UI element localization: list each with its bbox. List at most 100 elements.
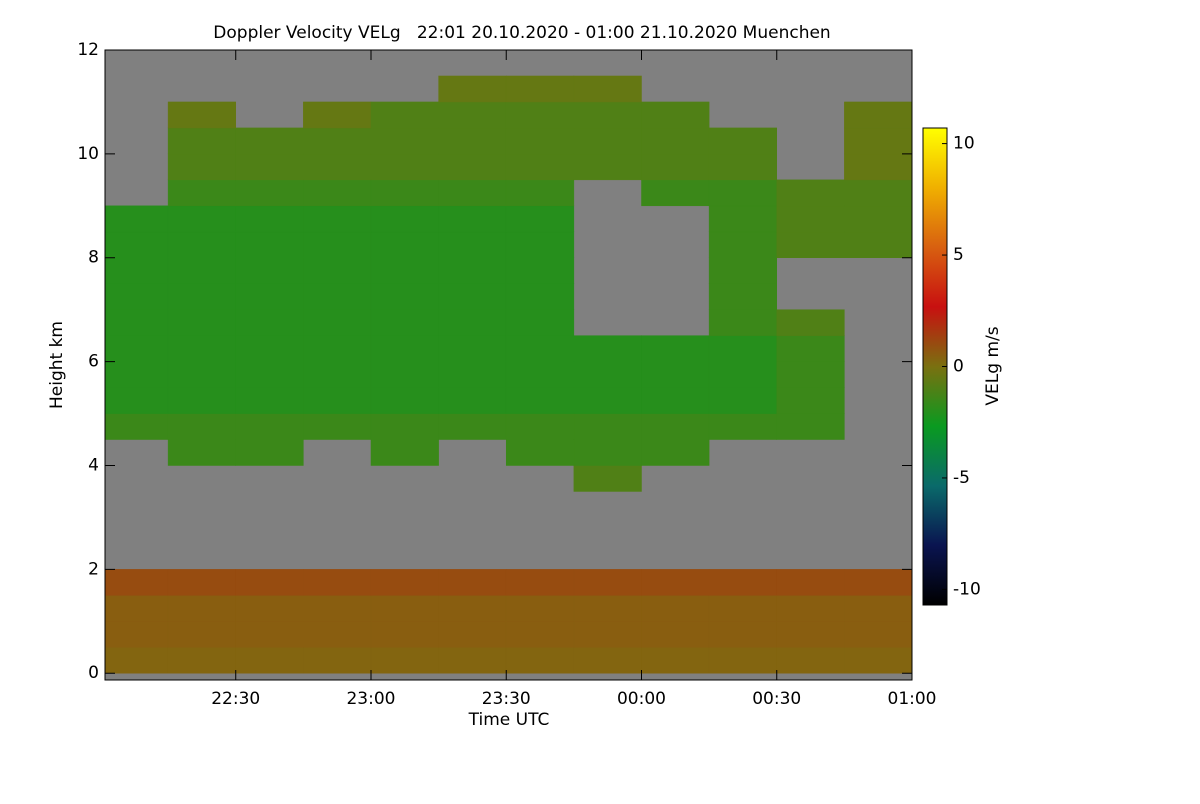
y-tick-label: 8 <box>88 248 99 268</box>
heatmap-cell <box>370 127 439 155</box>
heatmap-cell <box>438 595 507 622</box>
x-tick-label: 01:00 <box>888 689 937 709</box>
heatmap-cell <box>370 153 439 181</box>
heatmap-cell <box>708 309 777 336</box>
x-tick-label: 23:30 <box>482 689 531 709</box>
heatmap-cell <box>104 283 169 310</box>
heatmap-cell <box>573 75 642 103</box>
heatmap-cell <box>235 413 304 440</box>
heatmap-cell <box>708 231 777 258</box>
heatmap-cell <box>641 569 710 596</box>
heatmap-cell <box>104 569 169 596</box>
heatmap-cell <box>167 387 236 414</box>
heatmap-cell <box>505 335 575 362</box>
heatmap-cell <box>303 335 372 362</box>
heatmap-cell <box>235 231 304 258</box>
x-axis-label: Time UTC <box>468 710 550 730</box>
heatmap-cell <box>303 179 372 207</box>
heatmap-cell <box>303 387 372 414</box>
heatmap-cell <box>370 101 439 129</box>
heatmap-cell <box>303 621 372 648</box>
heatmap-cell <box>641 127 710 155</box>
heatmap-cell <box>438 361 507 388</box>
heatmap-cell <box>104 231 169 258</box>
heatmap-cell <box>167 231 236 258</box>
heatmap-cell <box>708 335 777 362</box>
heatmap-cell <box>438 413 507 440</box>
heatmap-cell <box>370 413 439 440</box>
heatmap-cell <box>708 179 777 207</box>
heatmap-cell <box>708 283 777 310</box>
heatmap-cell <box>235 283 304 310</box>
heatmap-cell <box>641 647 710 674</box>
heatmap-cell <box>776 205 845 233</box>
heatmap-cell <box>235 387 304 414</box>
heatmap-cell <box>167 179 236 207</box>
heatmap-cell <box>776 335 845 362</box>
heatmap-cell <box>708 413 777 440</box>
colorbar-tick-label: -5 <box>953 468 970 488</box>
heatmap-cell <box>844 621 913 648</box>
heatmap-cell <box>573 465 642 492</box>
heatmap-cell <box>573 439 642 466</box>
heatmap-cell <box>438 569 507 596</box>
heatmap-cell <box>708 569 777 596</box>
heatmap-cell <box>235 153 304 181</box>
heatmap-cell <box>573 387 642 414</box>
heatmap-cell <box>505 179 575 207</box>
heatmap-cell <box>438 283 507 310</box>
y-tick-label: 6 <box>88 352 99 372</box>
heatmap-cell <box>844 205 913 233</box>
heatmap-cell <box>235 205 304 233</box>
heatmap-cell <box>370 595 439 622</box>
heatmap-cell <box>641 413 710 440</box>
heatmap-cell <box>438 647 507 674</box>
heatmap-cell <box>167 361 236 388</box>
heatmap-cell <box>370 205 439 233</box>
heatmap-cell <box>104 205 169 233</box>
heatmap-cell <box>167 621 236 648</box>
heatmap-cell <box>776 387 845 414</box>
heatmap-cell <box>776 595 845 622</box>
heatmap-cell <box>104 413 169 440</box>
heatmap-cell <box>104 647 169 674</box>
heatmap-cell <box>505 75 575 103</box>
heatmap-cell <box>641 335 710 362</box>
heatmap-cell <box>370 361 439 388</box>
heatmap-cell <box>303 257 372 284</box>
heatmap-cell <box>641 439 710 466</box>
heatmap-cell <box>573 595 642 622</box>
heatmap-cell <box>776 621 845 648</box>
heatmap-cell <box>776 569 845 596</box>
heatmap-cell <box>573 647 642 674</box>
colorbar-tick-label: 5 <box>953 245 964 265</box>
heatmap-cell <box>573 335 642 362</box>
heatmap-cell <box>844 647 913 674</box>
heatmap-cell <box>235 257 304 284</box>
heatmap-cell <box>776 179 845 207</box>
heatmap-cell <box>370 647 439 674</box>
plot-frame <box>104 49 913 681</box>
heatmap-cell <box>438 387 507 414</box>
heatmap-cell <box>303 231 372 258</box>
colorbar-label: VELg m/s <box>983 326 1003 405</box>
x-tick-label: 00:00 <box>617 689 666 709</box>
heatmap-cell <box>235 569 304 596</box>
heatmap-cell <box>167 127 236 155</box>
heatmap-cell <box>104 257 169 284</box>
heatmap-cell <box>573 569 642 596</box>
heatmap-cell <box>844 569 913 596</box>
heatmap-cell <box>235 309 304 336</box>
heatmap-cell <box>104 595 169 622</box>
heatmap-cell <box>370 387 439 414</box>
heatmap-cell <box>708 127 777 155</box>
x-tick-label: 22:30 <box>211 689 260 709</box>
heatmap-cell <box>573 101 642 129</box>
heatmap-cell <box>438 127 507 155</box>
colorbar-tick-label: 10 <box>953 134 975 154</box>
heatmap-cell <box>776 309 845 336</box>
heatmap-cell <box>844 153 913 181</box>
heatmap-cell <box>104 309 169 336</box>
heatmap-cell <box>167 335 236 362</box>
heatmap-cell <box>641 621 710 648</box>
